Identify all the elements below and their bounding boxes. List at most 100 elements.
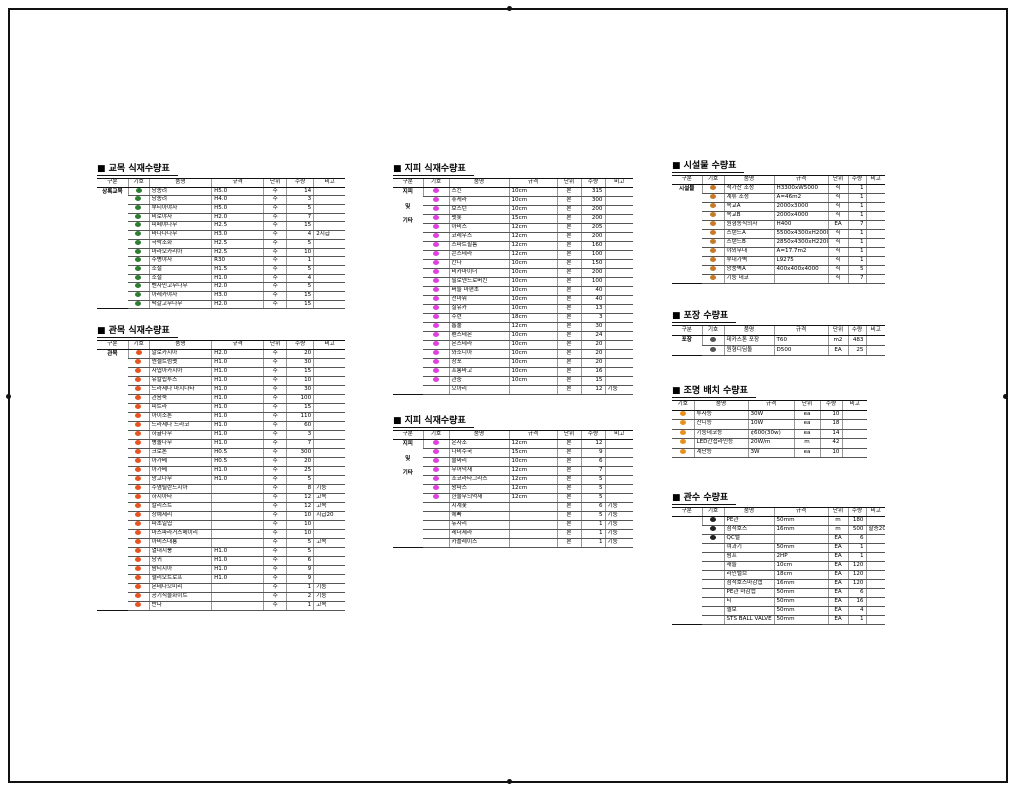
table-cell: 휴케라 (448, 196, 509, 206)
table-cell: H2.5 (211, 221, 264, 232)
table-row: 몬테나으미리 주 1 기둥 (97, 583, 345, 593)
table-cell: 아가베 (148, 466, 212, 476)
table-cell: 5 (286, 204, 314, 214)
table-cell: 기둥 (604, 385, 633, 395)
table-row: 코레우스 12cm 본 200 (393, 232, 633, 242)
table-cell: 5 (847, 265, 866, 275)
table-cell: 엘보 (723, 606, 774, 616)
table-cell: 주 (263, 457, 287, 467)
table-cell: 10cm (508, 286, 557, 296)
table-cell: 1 (847, 184, 866, 194)
table-cell: 팜티시아 (148, 565, 212, 575)
symbol-cell (702, 202, 724, 212)
table-cell: 아가베 (148, 457, 212, 467)
table-cell: 15 (286, 300, 314, 310)
table-cell: ea (793, 448, 820, 458)
table-cell: 1 (847, 247, 866, 257)
table-row: 관음죽 H1.0 주 100 (97, 394, 345, 404)
table-cell: QC밸 (723, 534, 774, 544)
table-cell: 50mm (773, 588, 828, 598)
column-header: 수량 (819, 400, 842, 411)
column-header: 수량 (580, 430, 605, 440)
symbol-cell (423, 349, 449, 359)
table-cell: 8 (286, 484, 314, 494)
table-cell: 30W (747, 410, 794, 420)
table-row: QC밸 EA 6 (672, 534, 885, 544)
table-cell: 1 (847, 229, 866, 239)
table-cell: 50mm (773, 597, 828, 607)
center-mark (1003, 394, 1008, 399)
table-cell (313, 421, 345, 431)
table-cell: m (793, 438, 820, 449)
table-cell (865, 184, 885, 194)
table-cell: 205 (580, 223, 605, 233)
table-cell: 마스파라거스메이리 (148, 529, 212, 539)
plant-symbol (432, 269, 439, 275)
table-cell: 12cm (508, 241, 557, 251)
table-cell: 주 (263, 282, 287, 292)
table-cell: 피페야나무 (148, 221, 212, 232)
plant-symbol (135, 467, 142, 473)
table-cell (313, 349, 345, 359)
table-row: 수련 18cm 본 3 (393, 313, 633, 323)
group-label: 포장 (681, 337, 692, 343)
symbol-cell (423, 277, 449, 287)
table-cell: EA (827, 543, 848, 553)
symbol-cell (128, 213, 150, 223)
plant-symbol (709, 275, 716, 281)
plant-symbol (709, 194, 716, 200)
table-cell: 12cm (508, 232, 557, 242)
table-cell: 400x400x4000 (773, 265, 828, 275)
table-cell: 본 (556, 304, 581, 314)
table-cell (841, 438, 867, 449)
table-row: 상예제리 주 10 지급20 (97, 511, 345, 521)
column-header: 품명 (148, 178, 212, 188)
plant-symbol (432, 341, 439, 347)
table-cell: ea (793, 429, 820, 439)
plant-symbol (709, 248, 716, 254)
symbol-cell (423, 502, 449, 512)
table-cell: H1.0 (211, 403, 264, 413)
table-cell: 15 (286, 403, 314, 413)
table-cell: 6 (580, 502, 605, 512)
symbol-cell (702, 606, 724, 616)
table-cell: 본 (556, 241, 581, 251)
table-row: 바나나나무 H3.0 주 4 2지급 (97, 230, 345, 240)
table-cell: 20 (286, 349, 314, 359)
table-cell: 주 (263, 475, 287, 485)
table-cell: PE관 마감캡 (723, 588, 774, 598)
table-cell: 1 (580, 538, 605, 548)
table-cell: 식 (827, 193, 848, 203)
table-cell: 5 (286, 547, 314, 557)
table-cell: 기둥데코등 (693, 429, 748, 439)
table-cell: 원형동식의자 (723, 220, 774, 230)
plant-symbol (135, 257, 142, 263)
table-cell: 헬리오트로프 (148, 574, 212, 584)
table-cell (508, 538, 557, 548)
table-cell: EA (827, 615, 848, 625)
column-header: 품명 (448, 178, 509, 188)
table-row: 카플레이스 본 1 기둥 (393, 538, 633, 548)
group-label: 시설물 (679, 186, 695, 192)
plant-symbol (432, 197, 439, 203)
table-cell: 1 (847, 256, 866, 266)
table-cell: 2지급 (313, 230, 345, 240)
table-cell: H1.0 (211, 367, 264, 377)
group-label: 기타 (402, 470, 413, 477)
table-row: 스탠드B 2850x4300xH2200 식 1 (672, 238, 885, 248)
table-cell: 펜스테몬 (448, 331, 509, 341)
table-cell: 12 (580, 385, 605, 395)
table-row: 목교B 2000x4000 식 1 (672, 211, 885, 221)
table-cell: 14 (286, 187, 314, 197)
symbol-cell (128, 529, 150, 539)
symbol-cell (423, 214, 449, 224)
table: 구분 기호 품명 규격 단위 수량 비고 관목 알로카시아 H2.0 주 20 엔젤트럼펫 H1.0 주 30… (97, 340, 345, 611)
table-cell: 2850x4300xH2200 (773, 238, 828, 248)
table-row: 관목 알로카시아 H2.0 주 20 (97, 349, 345, 611)
table-cell: H1.5 (211, 265, 264, 275)
table-cell (313, 556, 345, 566)
plant-symbol (135, 265, 142, 271)
table-cell: 알로카시아 (148, 349, 212, 359)
symbol-cell (128, 484, 150, 494)
table-cell: 주 (263, 430, 287, 440)
